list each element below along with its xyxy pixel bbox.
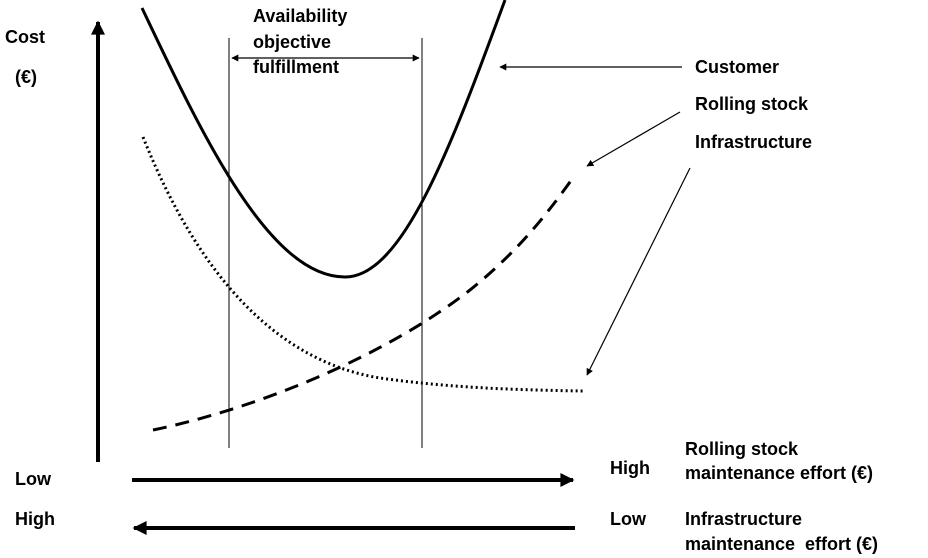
- customer-curve: [140, 0, 507, 279]
- axis-start: Low: [15, 469, 52, 489]
- axis-label: maintenance effort (€): [685, 534, 878, 554]
- y-axis-unit: (€): [15, 67, 37, 87]
- band-label: objective: [253, 32, 331, 52]
- rolling-stock-curve: [152, 174, 577, 432]
- curve-label: Rolling stock: [695, 94, 809, 114]
- axis-end: Low: [610, 509, 647, 529]
- curve-label: Customer: [695, 57, 779, 77]
- label-arrow: [586, 111, 681, 167]
- axis-label: maintenance effort (€): [685, 463, 873, 483]
- axis-label: Infrastructure: [685, 509, 802, 529]
- axis-start: High: [15, 509, 55, 529]
- axis-end: High: [610, 458, 650, 478]
- label-arrow: [586, 167, 691, 376]
- band-label: fulfillment: [253, 57, 339, 77]
- axis-label: Rolling stock: [685, 439, 799, 459]
- curve-label: Infrastructure: [695, 132, 812, 152]
- y-axis-label: Cost: [5, 27, 45, 47]
- band-label: Availability: [253, 6, 347, 26]
- infrastructure-curve: [141, 136, 584, 393]
